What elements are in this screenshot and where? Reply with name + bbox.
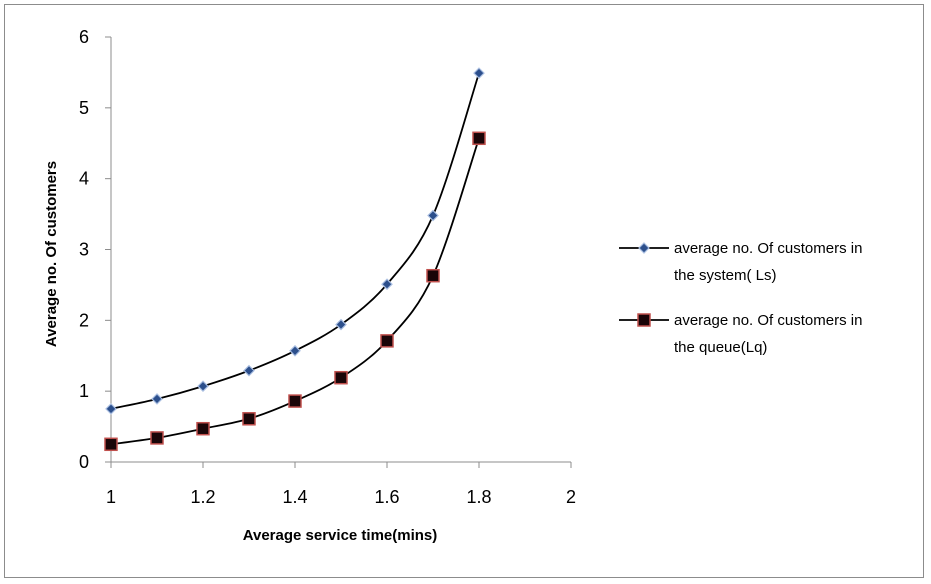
data-point	[473, 67, 485, 79]
legend-label: average no. Of customers in	[674, 312, 862, 329]
y-tick-label: 3	[79, 240, 89, 260]
x-tick-label: 1.2	[190, 487, 215, 507]
data-point	[381, 278, 393, 291]
data-point	[151, 393, 163, 405]
data-point	[380, 334, 394, 348]
legend: average no. Of customers in the system( L…	[619, 240, 862, 356]
x-tick-label: 2	[566, 487, 576, 507]
x-tick-label: 1.6	[374, 487, 399, 507]
data-point	[105, 403, 117, 415]
legend-marker	[637, 313, 651, 327]
data-point	[472, 131, 486, 146]
data-point	[104, 437, 118, 452]
series-2	[104, 131, 486, 452]
x-tick-label: 1	[106, 487, 116, 507]
data-point	[334, 370, 348, 385]
series-line	[110, 72, 480, 410]
data-point	[426, 268, 440, 283]
legend-label: the system( Ls)	[674, 267, 777, 284]
data-point	[197, 380, 209, 393]
data-point	[427, 209, 439, 222]
x-axis-title: Average service time(mins)	[243, 527, 438, 544]
data-point	[242, 412, 256, 426]
data-point	[150, 431, 164, 445]
legend-item: average no. Of customers in the system( L…	[619, 240, 862, 284]
data-point	[335, 318, 347, 331]
data-point	[243, 364, 255, 377]
y-tick-label: 5	[79, 98, 89, 118]
legend-marker	[638, 242, 650, 254]
data-point	[288, 394, 302, 408]
y-tick-label: 4	[79, 169, 89, 189]
series-layer	[104, 67, 486, 452]
legend-item: average no. Of customers in the queue(Lq)	[619, 312, 862, 356]
data-point	[289, 344, 301, 357]
legend-label: the queue(Lq)	[674, 339, 767, 356]
data-point	[196, 421, 210, 436]
x-tick-label: 1.8	[466, 487, 491, 507]
y-axis-title: Average no. Of customers	[43, 161, 60, 347]
x-tick-label: 1.4	[282, 487, 307, 507]
chart-frame: 0 1 2 3 4 5 6 1 1.2 1.4 1.6 1.8 2 Average no. Of cus…	[4, 4, 924, 578]
y-tick-label: 6	[79, 27, 89, 47]
legend-label: average no. Of customers in	[674, 240, 862, 257]
series-1	[105, 67, 485, 415]
y-tick-label: 0	[79, 452, 89, 472]
y-tick-label: 2	[79, 310, 89, 330]
y-tick-label: 1	[79, 381, 89, 401]
